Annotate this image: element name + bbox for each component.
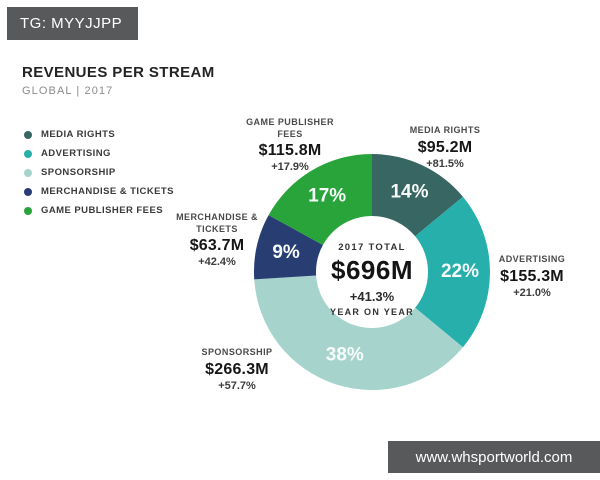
donut-center-label: 2017 TOTAL $696M +41.3% YEAR ON YEAR — [292, 242, 452, 317]
donut-segment-merchandise-tickets — [253, 215, 323, 280]
callout-growth: +21.0% — [513, 286, 551, 299]
donut-segment-sponsorship — [254, 275, 463, 391]
callout-growth: +42.4% — [198, 256, 236, 269]
chart-subtitle: GLOBAL | 2017 — [22, 85, 114, 97]
legend-label: ADVERTISING — [41, 148, 111, 159]
callout-label: MEDIA RIGHTS — [409, 125, 481, 135]
legend-dot-icon — [24, 187, 32, 196]
callout-growth: +81.5% — [426, 157, 464, 170]
legend-item-merchandise-tickets: MERCHANDISE & TICKETS — [24, 182, 174, 201]
callout-growth: +57.7% — [218, 379, 256, 392]
legend-dot-icon — [24, 206, 32, 215]
segment-percent-label: 9% — [272, 242, 300, 263]
callout-growth: +17.9% — [271, 161, 309, 174]
watermark-bottom-text: www.whsportworld.com — [415, 448, 573, 466]
segment-percent-label: 22% — [441, 261, 479, 282]
legend-item-game-publisher-fees: GAME PUBLISHER FEES — [24, 201, 174, 220]
callout-sponsorship: SPONSORSHIP $266.3M +57.7% — [172, 347, 302, 392]
segment-percent-label: 17% — [308, 185, 346, 206]
legend-label: SPONSORSHIP — [41, 167, 116, 178]
donut-segment-game-publisher-fees — [268, 154, 372, 246]
legend-dot-icon — [24, 149, 32, 158]
callout-label: MERCHANDISE & TICKETS — [176, 212, 258, 234]
donut-segment-media-rights — [372, 154, 463, 237]
center-caption-year-on-year: YEAR ON YEAR — [330, 307, 414, 317]
callout-game-publisher-fees: GAME PUBLISHER FEES $115.8M +17.9% — [240, 117, 340, 173]
callout-media-rights: MEDIA RIGHTS $95.2M +81.5% — [390, 125, 500, 170]
callout-revenue: $63.7M — [189, 237, 245, 255]
legend-dot-icon — [24, 168, 32, 177]
chart-header: REVENUES PER STREAM GLOBAL | 2017 — [22, 64, 215, 97]
callout-label: ADVERTISING — [498, 254, 566, 264]
callout-merchandise-tickets: MERCHANDISE & TICKETS $63.7M +42.4% — [172, 212, 262, 268]
callout-advertising: ADVERTISING $155.3M +21.0% — [476, 254, 588, 299]
legend-label: GAME PUBLISHER FEES — [41, 205, 164, 216]
callout-revenue: $95.2M — [417, 138, 473, 156]
center-caption: 2017 TOTAL — [338, 242, 406, 253]
center-total-value: $696M — [331, 255, 413, 285]
legend-dot-icon — [24, 130, 32, 139]
callout-revenue: $115.8M — [258, 142, 322, 160]
segment-percent-label: 14% — [390, 181, 428, 202]
legend-item-sponsorship: SPONSORSHIP — [24, 163, 174, 182]
callout-revenue: $266.3M — [205, 360, 269, 378]
callout-revenue: $155.3M — [500, 267, 564, 285]
watermark-top-text: TG: MYYJJPP — [20, 15, 123, 32]
segment-percent-label: 38% — [326, 345, 364, 366]
callout-label: GAME PUBLISHER FEES — [246, 117, 334, 139]
watermark-badge-bottom: www.whsportworld.com — [388, 441, 600, 473]
legend-item-media-rights: MEDIA RIGHTS — [24, 125, 174, 144]
center-growth-value: +41.3% — [349, 289, 395, 304]
donut-segment-advertising — [415, 196, 491, 348]
callout-label: SPONSORSHIP — [201, 347, 273, 357]
legend-item-advertising: ADVERTISING — [24, 144, 174, 163]
chart-legend: MEDIA RIGHTS ADVERTISING SPONSORSHIP MER… — [24, 125, 174, 220]
watermark-badge-top: TG: MYYJJPP — [7, 7, 138, 40]
legend-label: MEDIA RIGHTS — [41, 129, 116, 140]
legend-label: MERCHANDISE & TICKETS — [41, 186, 174, 197]
chart-title: REVENUES PER STREAM — [22, 64, 215, 81]
